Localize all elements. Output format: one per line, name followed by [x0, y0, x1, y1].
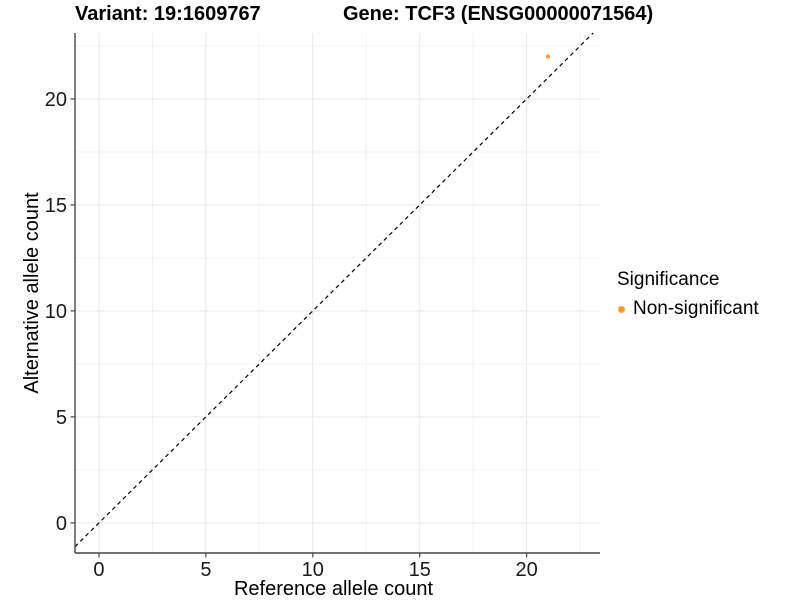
legend-title: Significance: [617, 269, 720, 290]
legend: Significance Non-significant: [617, 269, 759, 320]
identity-reference-line: [74, 32, 594, 548]
legend-entry-label: Non-significant: [633, 298, 759, 319]
y-tick-label: 20: [45, 89, 67, 111]
plot-title-variant: Variant: 19:1609767: [75, 3, 261, 25]
x-axis-title: Reference allele count: [234, 578, 433, 600]
legend-entry: Non-significant: [618, 298, 759, 320]
x-tick-label: 0: [93, 559, 104, 581]
x-tick-label: 5: [200, 559, 211, 581]
x-tick-label: 20: [516, 559, 538, 581]
y-tick-label: 5: [56, 407, 67, 429]
legend-point-icon: [618, 305, 625, 313]
y-tick-label: 10: [45, 301, 67, 323]
x-tick-label: 10: [302, 559, 324, 581]
data-point: [545, 54, 551, 59]
plot-panel: [75, 33, 600, 553]
plot-title-gene: Gene: TCF3 (ENSG00000071564): [343, 3, 654, 25]
x-tick-label: 15: [409, 559, 431, 581]
y-tick-label: 15: [45, 195, 67, 217]
y-tick-label: 0: [56, 513, 67, 535]
y-axis-title: Alternative allele count: [21, 192, 43, 394]
